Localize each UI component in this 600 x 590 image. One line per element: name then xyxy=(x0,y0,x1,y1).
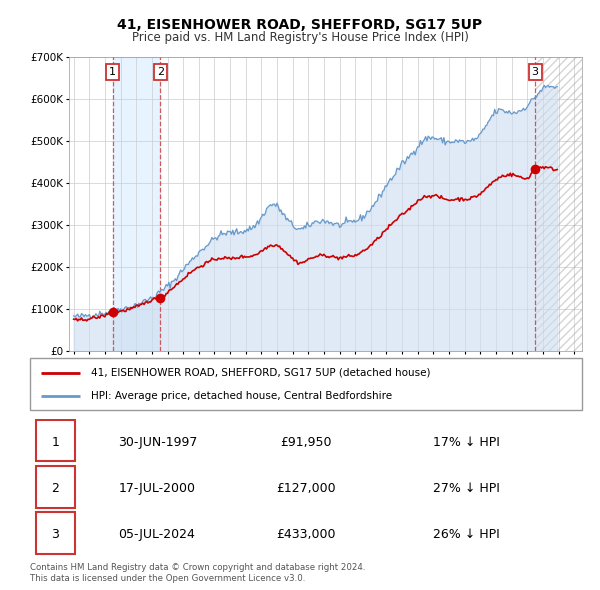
Text: 3: 3 xyxy=(52,528,59,541)
Text: 1: 1 xyxy=(52,435,59,448)
Text: Price paid vs. HM Land Registry's House Price Index (HPI): Price paid vs. HM Land Registry's House … xyxy=(131,31,469,44)
Text: 26% ↓ HPI: 26% ↓ HPI xyxy=(433,528,500,541)
FancyBboxPatch shape xyxy=(35,512,75,554)
Text: 17% ↓ HPI: 17% ↓ HPI xyxy=(433,435,500,448)
Text: 2: 2 xyxy=(157,67,164,77)
Bar xyxy=(535,57,582,351)
Text: 17-JUL-2000: 17-JUL-2000 xyxy=(118,481,196,495)
Text: 41, EISENHOWER ROAD, SHEFFORD, SG17 5UP (detached house): 41, EISENHOWER ROAD, SHEFFORD, SG17 5UP … xyxy=(91,368,430,378)
Text: £433,000: £433,000 xyxy=(276,528,336,541)
Text: 27% ↓ HPI: 27% ↓ HPI xyxy=(433,481,500,495)
Text: 3: 3 xyxy=(532,67,539,77)
Text: 05-JUL-2024: 05-JUL-2024 xyxy=(118,528,195,541)
Text: HPI: Average price, detached house, Central Bedfordshire: HPI: Average price, detached house, Cent… xyxy=(91,391,392,401)
FancyBboxPatch shape xyxy=(30,358,582,410)
Bar xyxy=(113,57,160,351)
Text: £91,950: £91,950 xyxy=(280,435,332,448)
Text: £127,000: £127,000 xyxy=(276,481,336,495)
Text: 41, EISENHOWER ROAD, SHEFFORD, SG17 5UP: 41, EISENHOWER ROAD, SHEFFORD, SG17 5UP xyxy=(118,18,482,32)
FancyBboxPatch shape xyxy=(35,420,75,461)
Bar xyxy=(535,57,582,351)
Text: 2: 2 xyxy=(52,481,59,495)
FancyBboxPatch shape xyxy=(35,466,75,507)
Text: This data is licensed under the Open Government Licence v3.0.: This data is licensed under the Open Gov… xyxy=(30,573,305,583)
Text: 1: 1 xyxy=(109,67,116,77)
Text: 30-JUN-1997: 30-JUN-1997 xyxy=(118,435,197,448)
Text: Contains HM Land Registry data © Crown copyright and database right 2024.: Contains HM Land Registry data © Crown c… xyxy=(30,563,365,572)
